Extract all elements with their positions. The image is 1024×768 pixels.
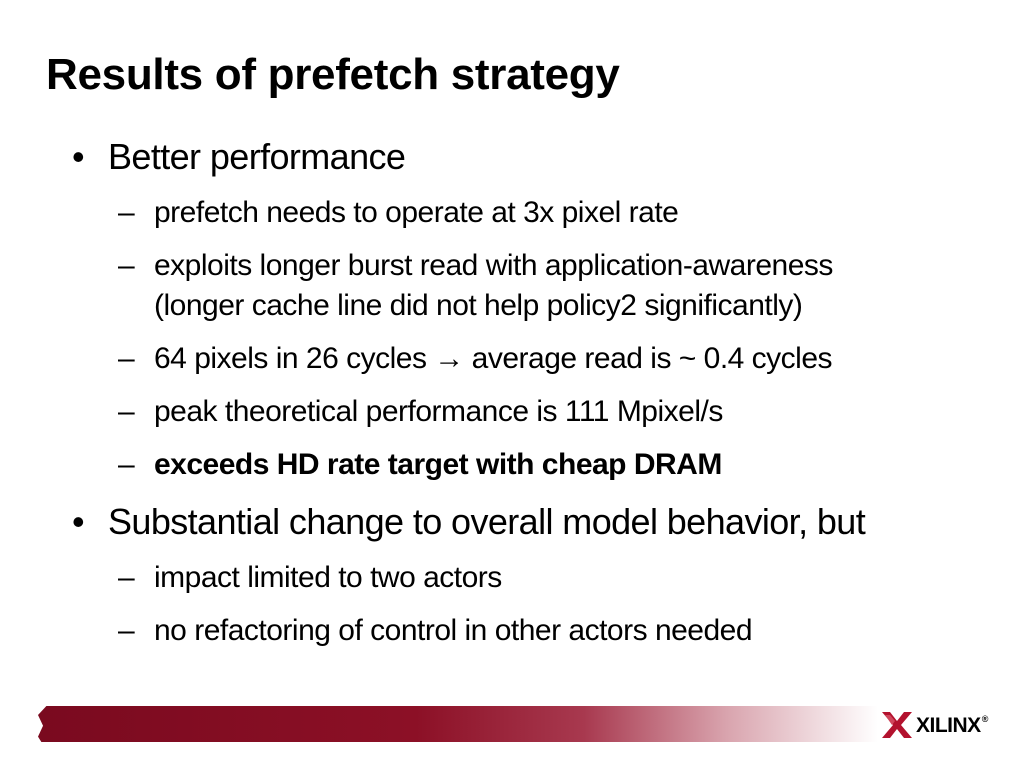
sub-bullet-marker: – bbox=[118, 614, 135, 647]
bullet-text: Better performance bbox=[108, 136, 406, 177]
sub-bullet-text: prefetch needs to operate at 3x pixel ra… bbox=[154, 196, 679, 229]
xilinx-logo: XILINX® bbox=[882, 712, 992, 740]
sub-bullet-text: no refactoring of control in other actor… bbox=[154, 614, 753, 647]
sub-bullet-marker: – bbox=[118, 249, 135, 282]
sub-bullet-marker: – bbox=[118, 395, 135, 428]
sub-bullet-text: peak theoretical performance is 111 Mpix… bbox=[154, 395, 723, 428]
slide-title: Results of prefetch strategy bbox=[46, 50, 620, 99]
xilinx-x-logo-icon bbox=[882, 712, 912, 738]
logo-text: XILINX bbox=[916, 714, 981, 737]
sub-bullet-text-line-1: exploits longer burst read with applicat… bbox=[154, 249, 833, 282]
sub-bullet-text-line-2: (longer cache line did not help policy2 … bbox=[154, 289, 803, 322]
bullet-marker: • bbox=[72, 501, 85, 542]
sub-bullet-text: impact limited to two actors bbox=[154, 561, 502, 594]
footer-bar bbox=[38, 706, 878, 742]
bullet-marker: • bbox=[72, 136, 85, 177]
sub-bullet-marker: – bbox=[118, 196, 135, 229]
bullet-text: Substantial change to overall model beha… bbox=[108, 501, 866, 542]
sub-bullet-text: 64 pixels in 26 cycles → average read is… bbox=[154, 342, 833, 375]
sub-bullet-marker: – bbox=[118, 448, 135, 481]
sub-bullet-marker: – bbox=[118, 342, 135, 375]
logo-wordmark: XILINX® bbox=[916, 714, 988, 738]
registered-mark: ® bbox=[981, 714, 989, 724]
sub-bullet-text-emphasis: exceeds HD rate target with cheap DRAM bbox=[154, 448, 722, 481]
bullet-list: • Better performance – prefetch needs to… bbox=[72, 136, 866, 647]
sub-bullet-marker: – bbox=[118, 561, 135, 594]
